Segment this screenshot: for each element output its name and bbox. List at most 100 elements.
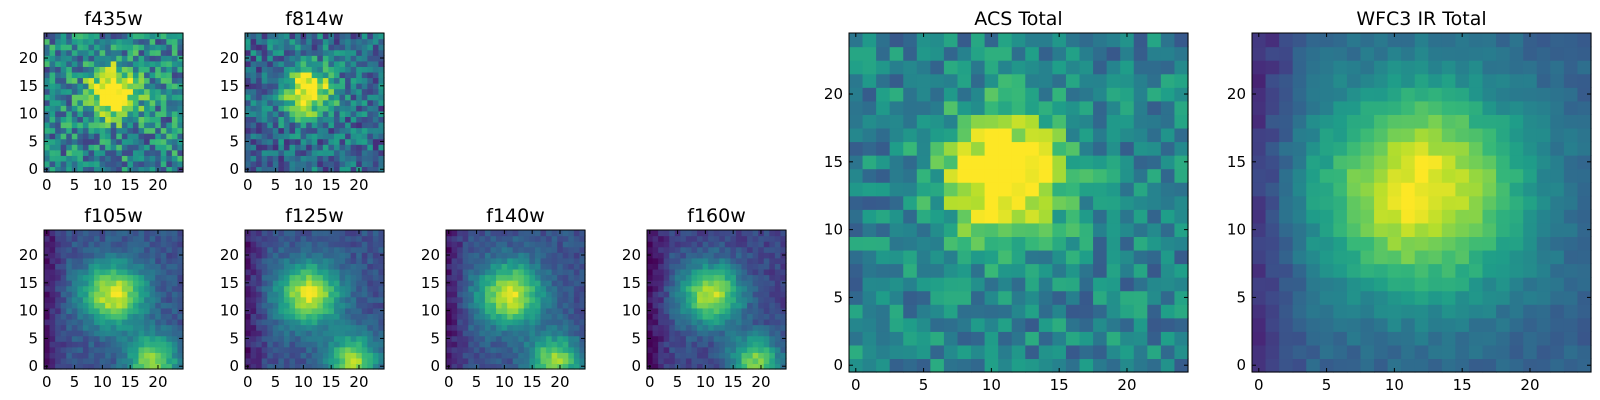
heatmap-cell — [361, 252, 368, 259]
heatmap-cell — [317, 235, 324, 242]
heatmap-cells — [245, 33, 385, 173]
heatmap-cell — [82, 307, 90, 314]
heatmap-cell — [1079, 277, 1094, 292]
heatmap-cell — [138, 313, 145, 320]
heatmap-cell — [283, 116, 291, 123]
heatmap-cell — [267, 116, 274, 123]
heatmap-cell — [889, 222, 904, 237]
heatmap-cell — [1306, 155, 1321, 170]
heatmap-cell — [272, 160, 279, 168]
heatmap-cell — [339, 257, 346, 264]
heatmap-cell — [311, 302, 318, 309]
heatmap-cell — [82, 160, 90, 168]
heatmap-cell — [998, 33, 1013, 48]
heatmap-cell — [110, 88, 117, 95]
heatmap-cell — [702, 263, 709, 270]
heatmap-cell — [155, 94, 162, 101]
heatmap-cell — [540, 235, 547, 242]
heatmap-cell — [372, 110, 380, 117]
heatmap-cell — [272, 280, 279, 287]
heatmap-cell — [1346, 222, 1362, 237]
heatmap-cell — [49, 149, 56, 156]
heatmap-cell — [930, 209, 945, 224]
heatmap-cell — [71, 60, 78, 67]
heatmap-cell — [267, 274, 274, 281]
heatmap-cell — [708, 346, 715, 353]
heatmap-cell — [289, 285, 296, 292]
heatmap-cell — [512, 268, 519, 276]
heatmap-cell — [1052, 100, 1067, 115]
heatmap-cell — [127, 318, 134, 326]
heatmap-cell — [674, 235, 681, 242]
heatmap-cell — [311, 110, 318, 117]
heatmap-cell — [1025, 331, 1040, 346]
heatmap-cell — [55, 357, 62, 365]
heatmap-cell — [177, 88, 184, 95]
heatmap-cell — [155, 280, 162, 287]
heatmap-cell — [160, 357, 167, 365]
heatmap-cell — [1147, 182, 1162, 197]
heatmap-cell — [127, 252, 134, 259]
heatmap-cell — [1011, 195, 1026, 210]
heatmap-cell — [1079, 60, 1094, 75]
heatmap-cell — [1550, 317, 1565, 332]
heatmap-cell — [943, 277, 959, 292]
heatmap-cell — [1079, 73, 1094, 88]
heatmap-cell — [663, 313, 670, 320]
heatmap-cell — [647, 274, 654, 281]
heatmap-cell — [849, 317, 864, 332]
heatmap-cell — [105, 133, 112, 140]
heatmap-cell — [278, 352, 285, 359]
heatmap-cell — [177, 246, 184, 253]
heatmap-cell — [457, 246, 464, 253]
heatmap-cell — [708, 274, 715, 281]
heatmap-cell — [876, 87, 891, 102]
panel-title-f435w: f435w — [84, 8, 143, 30]
heatmap-cell — [1038, 33, 1053, 48]
heatmap-cell — [1279, 344, 1294, 360]
heatmap-cell — [1147, 249, 1162, 265]
heatmap-cell — [691, 257, 698, 264]
heatmap-cell — [311, 318, 318, 326]
heatmap-cell — [295, 318, 302, 326]
heatmap-cell — [1441, 222, 1456, 237]
heatmap-cell — [372, 166, 380, 173]
heatmap-cells — [446, 230, 586, 370]
heatmap-cell — [166, 263, 173, 270]
heatmap-cell — [55, 235, 62, 242]
heatmap-cell — [350, 257, 357, 264]
heatmap-cell — [534, 313, 542, 320]
heatmap-cell — [66, 77, 73, 84]
y-tick-label: 10 — [220, 302, 239, 320]
heatmap-cell — [557, 330, 564, 337]
heatmap-cell — [507, 302, 514, 309]
heatmap-cell — [333, 241, 341, 248]
heatmap-cell — [171, 155, 179, 162]
heatmap-cell — [1374, 195, 1389, 210]
heatmap-cell — [144, 38, 151, 45]
heatmap-cell — [1147, 87, 1162, 102]
heatmap-cell — [177, 94, 184, 101]
heatmap-cell — [127, 285, 134, 292]
heatmap-cell — [110, 166, 117, 173]
heatmap-cell — [171, 252, 179, 259]
heatmap-cell — [691, 341, 698, 348]
heatmap-cell — [752, 330, 759, 337]
heatmap-cell — [652, 302, 659, 309]
heatmap-cell — [55, 77, 62, 84]
heatmap-cell — [1360, 155, 1375, 170]
heatmap-cell — [110, 44, 117, 51]
x-tick-label: 15 — [322, 373, 341, 391]
heatmap-cell — [283, 160, 291, 168]
heatmap-cell — [367, 346, 374, 353]
heatmap-cell — [60, 116, 67, 123]
heatmap-cell — [149, 363, 156, 370]
heatmap-cell — [568, 341, 575, 348]
heatmap-cell — [60, 324, 67, 331]
heatmap-cell — [88, 116, 95, 123]
heatmap-cell — [132, 274, 140, 281]
heatmap-cell — [1292, 304, 1307, 319]
heatmap-cell — [306, 346, 313, 353]
heatmap-cell — [367, 335, 374, 342]
heatmap-cell — [311, 105, 318, 112]
